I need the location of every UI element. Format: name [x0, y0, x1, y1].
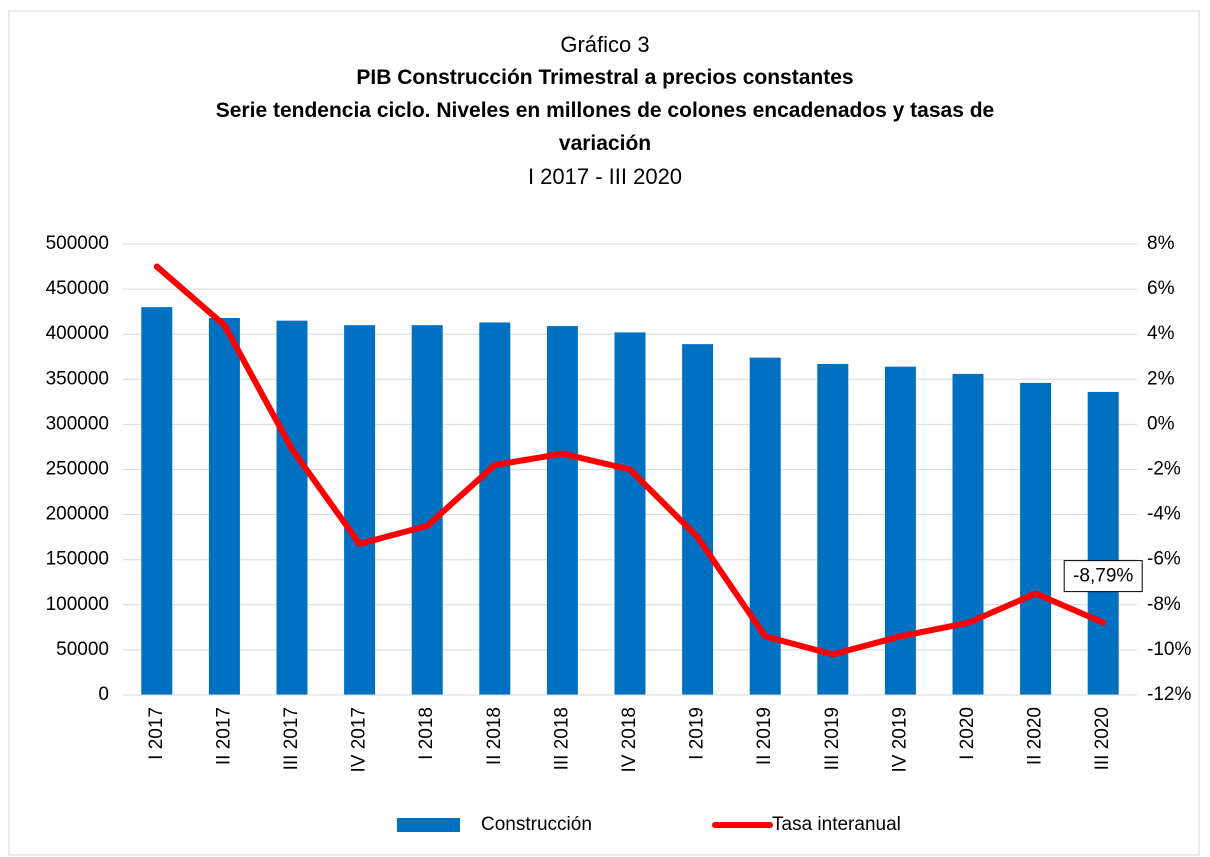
bar: [817, 363, 849, 695]
bar: [682, 344, 714, 695]
bar: [614, 332, 646, 695]
y2-tick-label: -6%: [1147, 549, 1181, 570]
y2-tick-label: 0%: [1147, 413, 1175, 434]
line: [153, 263, 1107, 658]
titles: Gráfico 3 PIB Construcción Trimestral a …: [125, 28, 1085, 193]
y-tick-label: 250000: [46, 459, 109, 480]
bar: [546, 326, 578, 695]
bar: [344, 325, 376, 695]
y2-tick-label: -8%: [1147, 594, 1181, 615]
y2-tick-label: 6%: [1147, 278, 1175, 299]
legend-label: Tasa interanual: [772, 814, 901, 835]
y2-tick-label: -12%: [1147, 684, 1191, 705]
bar: [141, 307, 173, 695]
bar: [411, 325, 443, 695]
legend-swatch: [397, 818, 460, 832]
legend-label: Construcción: [481, 814, 592, 835]
bar: [884, 366, 916, 695]
x-tick-label: II 2017: [213, 707, 234, 765]
x-tick-label: I 2019: [687, 707, 708, 760]
x-tick-label: I 2017: [146, 707, 167, 760]
x-tick-label: IV 2017: [349, 707, 370, 773]
bar: [479, 322, 511, 695]
y2-tick-label: 4%: [1147, 323, 1175, 344]
bar: [208, 317, 240, 695]
chart-border: [8, 10, 1200, 856]
bar: [1020, 382, 1052, 695]
y2-tick-label: -10%: [1147, 639, 1191, 660]
subtitle: Serie tendencia ciclo. Niveles en millon…: [215, 99, 995, 155]
y-tick-label: 0: [98, 684, 109, 705]
y-tick-label: 150000: [46, 549, 109, 570]
y-tick-label: 50000: [56, 639, 109, 660]
x-tick-label: I 2018: [416, 707, 437, 760]
y-tick-label: 450000: [46, 278, 109, 299]
chart-title: Gráfico 3: [560, 32, 650, 57]
bar: [276, 320, 308, 695]
bar: [952, 373, 984, 695]
data-label: -8,79%: [1073, 566, 1133, 587]
period: I 2017 - III 2020: [527, 164, 683, 189]
y-tick-label: 100000: [46, 594, 109, 615]
bar: [1087, 391, 1119, 695]
subtitle: PIB Construcción Trimestral a precios co…: [356, 66, 854, 89]
x-tick-label: I 2020: [957, 707, 978, 760]
x-tick-label: III 2017: [281, 707, 302, 770]
y-tick-label: 400000: [46, 323, 109, 344]
y2-tick-label: 2%: [1147, 368, 1175, 389]
y-tick-label: 300000: [46, 413, 109, 434]
x-tick-label: II 2019: [754, 707, 775, 765]
x-tick-label: IV 2018: [619, 707, 640, 773]
y2-tick-label: -4%: [1147, 504, 1181, 525]
x-tick-label: IV 2019: [889, 707, 910, 773]
y2-tick-label: 8%: [1147, 233, 1175, 254]
bar: [749, 357, 781, 695]
y2-tick-label: -2%: [1147, 459, 1181, 480]
y-tick-label: 200000: [46, 504, 109, 525]
y-tick-label: 500000: [46, 233, 109, 254]
y-tick-label: 350000: [46, 368, 109, 389]
x-tick-label: III 2019: [822, 707, 843, 770]
x-tick-label: II 2020: [1025, 707, 1046, 765]
x-tick-label: II 2018: [484, 707, 505, 765]
data-label-box: [1063, 560, 1143, 593]
x-tick-label: III 2020: [1092, 707, 1113, 770]
x-tick-label: III 2018: [551, 707, 572, 770]
